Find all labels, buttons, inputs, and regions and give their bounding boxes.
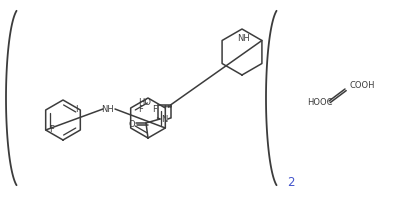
Text: F: F (49, 125, 54, 133)
Text: COOH: COOH (349, 81, 374, 89)
Text: F: F (138, 105, 143, 113)
Text: NH: NH (102, 105, 114, 113)
Text: 2: 2 (287, 175, 295, 188)
Text: NH: NH (236, 34, 249, 43)
Text: HO: HO (138, 97, 151, 107)
Text: F: F (152, 105, 157, 113)
Text: I: I (75, 106, 77, 114)
Text: O: O (129, 120, 135, 129)
Text: HOOC: HOOC (307, 97, 333, 107)
Text: N: N (161, 114, 167, 124)
